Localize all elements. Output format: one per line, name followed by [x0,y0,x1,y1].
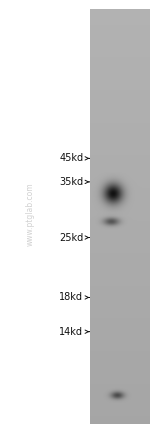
Text: 35kd: 35kd [59,177,83,187]
Text: www.ptglab.com: www.ptglab.com [26,182,34,246]
Text: 45kd: 45kd [59,153,83,163]
Text: 14kd: 14kd [59,327,83,337]
Text: 18kd: 18kd [59,292,83,303]
Text: 25kd: 25kd [59,232,83,243]
